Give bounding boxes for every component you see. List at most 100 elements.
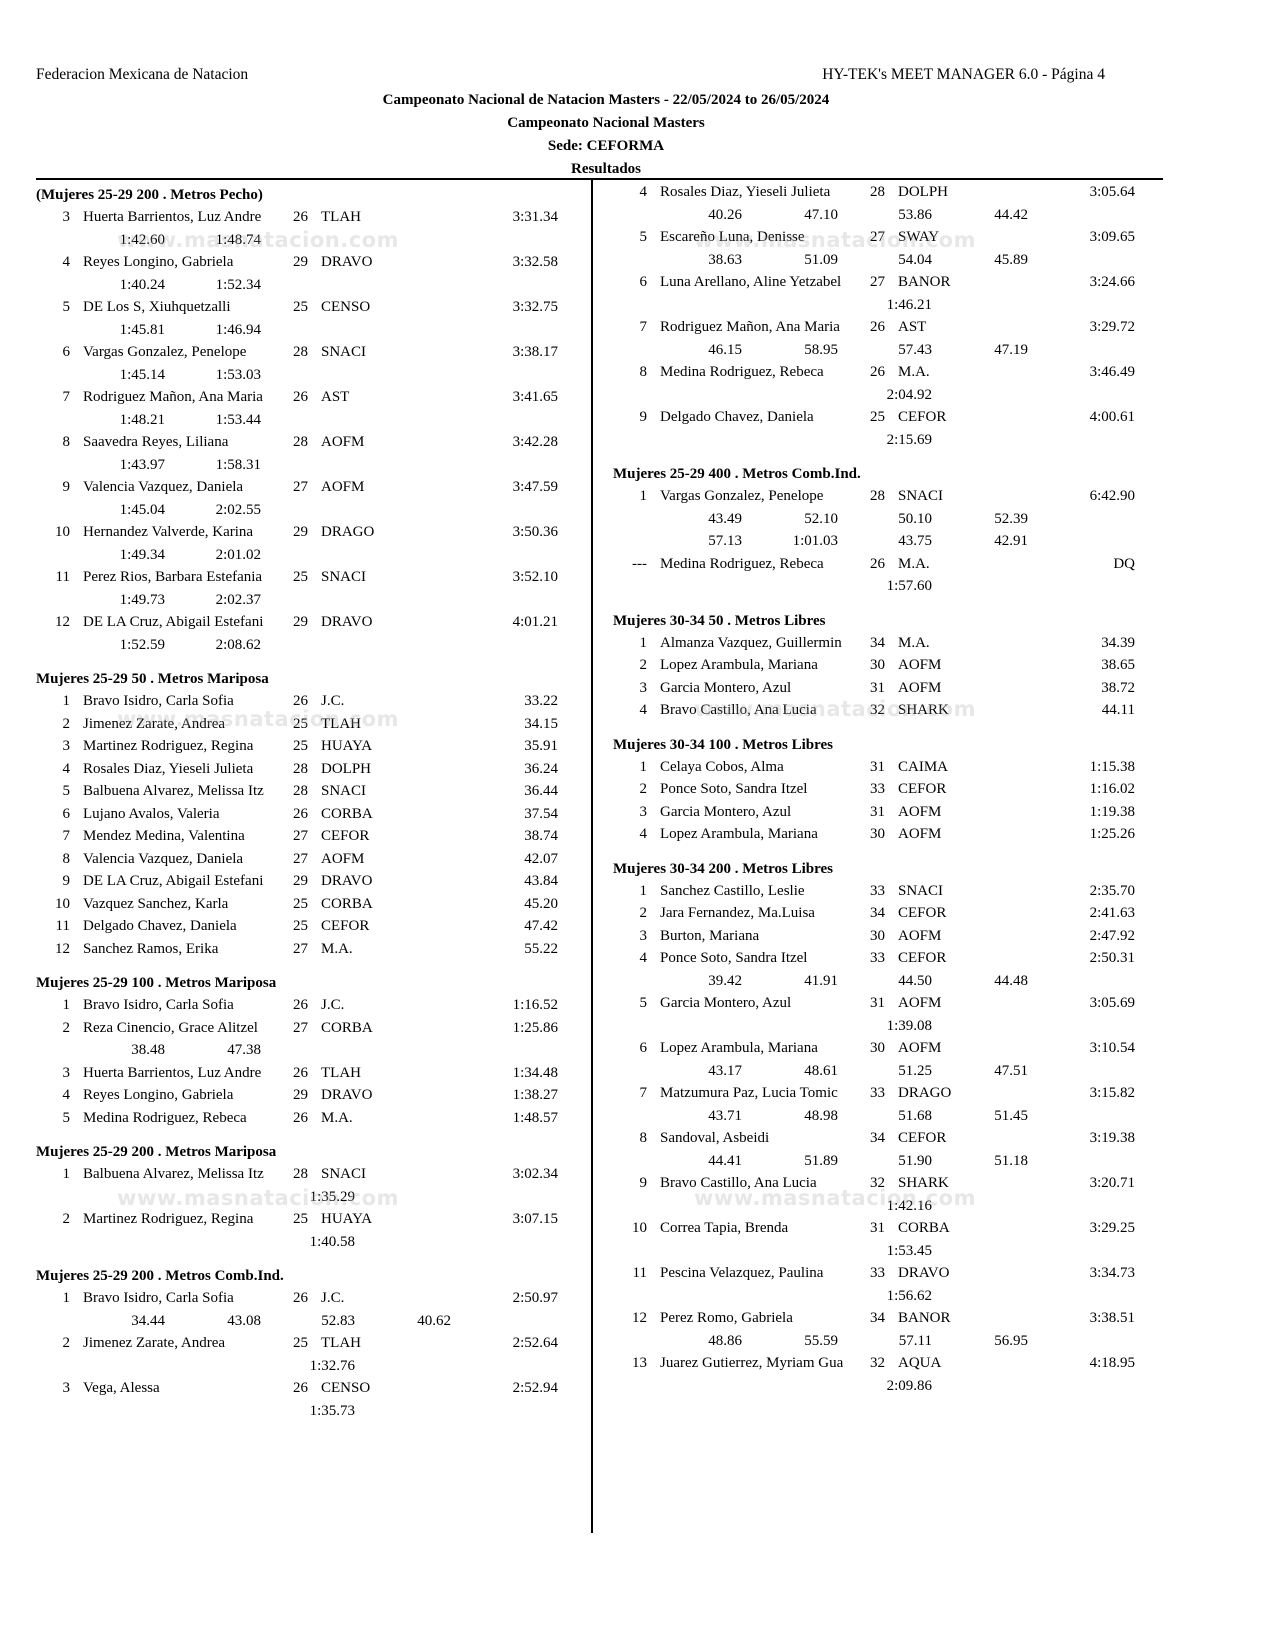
meet-subtitle: Campeonato Nacional Masters	[507, 115, 705, 131]
swimmer-name: DE LA Cruz, Abigail Estefani	[83, 873, 264, 889]
swimmer-name: Luna Arellano, Aline Yetzabel	[660, 274, 842, 290]
splits-row: 1:45.81 1:46.94	[36, 319, 591, 342]
swimmer-name: DE LA Cruz, Abigail Estefani	[83, 614, 264, 630]
result-row: 4 Rosales Diaz, Yieseli Julieta 28 DOLPH 36.…	[36, 758, 591, 781]
swimmer-name: Vargas Gonzalez, Penelope	[83, 344, 247, 360]
result-row: 7 Rodriguez Mañon, Ana Maria 26 AST 3:41.65	[36, 386, 591, 409]
swimmer-name: Jara Fernandez, Ma.Luisa	[660, 905, 815, 921]
split-time: 38.63	[708, 251, 742, 268]
final-time: 3:38.51	[1089, 1310, 1135, 1326]
team: CEFOR	[898, 409, 947, 425]
splits-row: 1:39.08	[613, 1015, 1168, 1038]
team: CORBA	[321, 895, 373, 912]
place: 1	[639, 488, 648, 504]
age: 26	[293, 389, 308, 405]
swimmer-name: Sandoval, Asbeidi	[660, 1130, 770, 1146]
result-row: 4 Lopez Arambula, Mariana 30 AOFM 1:25.26	[613, 823, 1168, 846]
place: 9	[639, 409, 648, 425]
result-row: 8 Saavedra Reyes, Liliana 28 AOFM 3:42.28	[36, 431, 591, 454]
age: 25	[293, 299, 308, 315]
swimmer-name: Jimenez Zarate, Andrea	[83, 715, 226, 732]
age: 28	[293, 344, 308, 360]
age: 29	[293, 873, 308, 889]
final-time: 3:09.65	[1089, 229, 1135, 245]
age: 26	[293, 693, 308, 709]
final-time: 3:29.25	[1089, 1220, 1135, 1236]
place: 6	[62, 344, 71, 360]
splits-row: 57.13 1:01.03 43.75 42.91	[613, 530, 1168, 553]
final-time: 3:34.73	[1089, 1265, 1135, 1281]
final-time: DQ	[1113, 555, 1135, 572]
final-time: 1:25.26	[1089, 826, 1135, 842]
swimmer-name: Rodriguez Mañon, Ana Maria	[83, 389, 263, 405]
place: 5	[639, 229, 648, 245]
split-time: 54.04	[898, 251, 932, 268]
split-time: 2:15.69	[886, 431, 932, 448]
team: CENSO	[321, 299, 371, 315]
age: 28	[293, 783, 308, 799]
split-time: 1:35.73	[309, 1402, 355, 1419]
age: 25	[293, 1335, 308, 1351]
result-row: 2 Martinez Rodriguez, Regina 25 HUAYA 3:07.1…	[36, 1208, 591, 1231]
result-row: 9 DE LA Cruz, Abigail Estefani 29 DRAVO 43.8…	[36, 870, 591, 893]
split-time: 1:45.81	[119, 321, 165, 338]
team: AOFM	[898, 803, 942, 820]
age: 29	[293, 614, 308, 630]
split-time: 1:53.45	[886, 1242, 932, 1259]
result-row: 5 Garcia Montero, Azul 31 AOFM 3:05.69	[613, 992, 1168, 1015]
final-time: 3:19.38	[1089, 1130, 1135, 1146]
splits-row: 1:43.97 1:58.31	[36, 454, 591, 477]
place: 2	[639, 657, 648, 673]
final-time: 3:42.28	[512, 434, 558, 450]
place: 4	[62, 254, 71, 270]
place: 3	[62, 738, 71, 754]
place: 12	[55, 614, 70, 630]
place: 13	[632, 1355, 647, 1371]
place: 11	[55, 569, 70, 585]
split-time: 2:02.55	[215, 501, 261, 518]
age: 26	[293, 1064, 308, 1081]
result-row: 9 Valencia Vazquez, Daniela 27 AOFM 3:47.59	[36, 476, 591, 499]
team: SNACI	[898, 488, 944, 504]
final-time: 3:50.36	[512, 524, 558, 540]
team: HUAYA	[321, 1211, 373, 1227]
swimmer-name: Saavedra Reyes, Liliana	[83, 434, 229, 450]
split-time: 1:49.73	[119, 591, 165, 608]
team: DRAVO	[898, 1265, 950, 1281]
age: 26	[293, 209, 308, 225]
place: 9	[639, 1175, 648, 1191]
age: 28	[870, 488, 885, 504]
place: 4	[62, 1087, 71, 1103]
place: 7	[639, 319, 648, 335]
place: 1	[639, 634, 648, 651]
team: TLAH	[321, 715, 361, 732]
swimmer-name: Ponce Soto, Sandra Itzel	[660, 950, 808, 966]
result-row: 12 DE LA Cruz, Abigail Estefani 29 DRAVO 4:0…	[36, 611, 591, 634]
place: 2	[639, 781, 648, 797]
split-time: 44.50	[898, 972, 932, 989]
swimmer-name: Perez Rios, Barbara Estefania	[83, 569, 263, 585]
place: 5	[62, 783, 71, 799]
team: AOFM	[321, 434, 365, 450]
team: CORBA	[898, 1220, 950, 1236]
team: SNACI	[321, 1166, 367, 1182]
team: SNACI	[898, 882, 944, 899]
team: CORBA	[321, 1019, 373, 1036]
swimmer-name: Rosales Diaz, Yieseli Julieta	[660, 184, 831, 200]
swimmer-name: Garcia Montero, Azul	[660, 995, 792, 1011]
split-time: 57.43	[898, 341, 932, 358]
swimmer-name: Celaya Cobos, Alma	[660, 758, 784, 775]
split-time: 1:40.58	[309, 1233, 355, 1250]
split-time: 57.13	[708, 533, 742, 549]
split-time: 48.61	[804, 1062, 838, 1079]
place: 4	[639, 702, 648, 718]
team: DRAVO	[321, 1087, 373, 1103]
final-time: 3:15.82	[1089, 1085, 1135, 1101]
split-time: 1:58.31	[215, 456, 261, 473]
result-row: 10 Hernandez Valverde, Karina 29 DRAGO 3:50.…	[36, 521, 591, 544]
split-time: 51.89	[804, 1152, 838, 1169]
swimmer-name: Ponce Soto, Sandra Itzel	[660, 781, 808, 797]
split-time: 43.49	[708, 510, 742, 527]
splits-row: 1:42.16	[613, 1195, 1168, 1218]
split-time: 51.18	[994, 1152, 1028, 1169]
